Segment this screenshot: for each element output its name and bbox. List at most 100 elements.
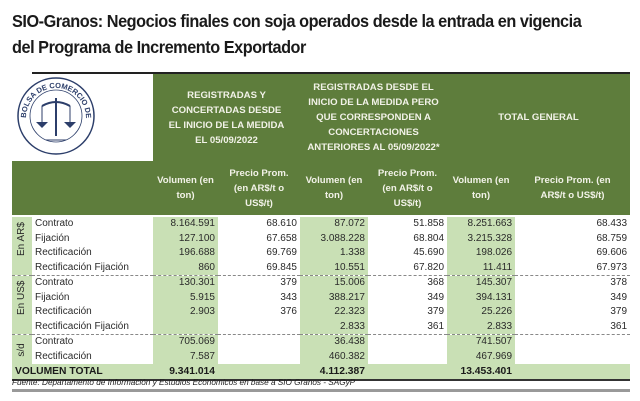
row-label: Contrato — [32, 275, 153, 291]
total-volume-1: 9.341.014 — [153, 364, 218, 381]
volume-registered: 7.587 — [153, 349, 218, 364]
volume-registered: 5.915 — [153, 290, 218, 305]
top-rule — [32, 72, 630, 74]
total-label: VOLUMEN TOTAL — [12, 364, 153, 381]
header-price-3: Precio Prom. (en AR$/t o US$/t) — [515, 161, 631, 215]
price-prior — [368, 349, 448, 364]
price-prior: 361 — [368, 319, 448, 335]
volume-total: 467.969 — [447, 349, 516, 364]
header-price-2: Precio Prom. (en AR$/t o US$/t) — [368, 161, 448, 215]
price-registered — [218, 349, 300, 364]
volume-registered — [153, 319, 218, 335]
volume-registered: 127.100 — [153, 231, 218, 246]
row-label: Rectificación — [32, 349, 153, 364]
currency-group-label: En US$ — [12, 275, 32, 335]
volume-prior: 388.217 — [300, 290, 368, 305]
source-note: Fuente: Departamento de Información y Es… — [12, 378, 630, 392]
row-label: Rectificación Fijación — [32, 319, 153, 335]
volume-total: 11.411 — [447, 260, 516, 276]
price-total: 69.606 — [515, 246, 631, 261]
price-registered: 67.658 — [218, 231, 300, 246]
header-price-1: Precio Prom. (en AR$/t o US$/t) — [218, 161, 300, 215]
header-volume-2: Volumen (en ton) — [300, 161, 368, 215]
price-registered: 376 — [218, 305, 300, 320]
row-label: Rectificación — [32, 246, 153, 261]
logo-cell: BOLSA DE COMERCIO DE ROSARIO — [12, 74, 153, 161]
volume-total: 741.507 — [447, 334, 516, 350]
currency-group-text: En US$ — [16, 280, 27, 315]
price-total — [515, 334, 631, 350]
header-group-registered-prior: REGISTRADAS DESDE EL INICIO DE LA MEDIDA… — [300, 74, 448, 161]
price-prior: 45.690 — [368, 246, 448, 261]
table-row: Fijación 5.915 343 388.217 349 394.131 349 — [12, 290, 631, 305]
soy-deals-table: BOLSA DE COMERCIO DE ROSARIO REGISTRADAS… — [12, 74, 631, 381]
price-total: 68.433 — [515, 217, 631, 232]
price-prior: 51.858 — [368, 217, 448, 232]
volume-prior: 1.338 — [300, 246, 368, 261]
table-row: Rectificación Fijación 2.833 361 2.833 361 — [12, 319, 631, 335]
price-prior: 379 — [368, 305, 448, 320]
volume-prior: 15.006 — [300, 275, 368, 291]
row-label: Contrato — [32, 217, 153, 232]
volume-registered: 130.301 — [153, 275, 218, 291]
row-label: Fijación — [32, 290, 153, 305]
price-total: 361 — [515, 319, 631, 335]
price-prior: 68.804 — [368, 231, 448, 246]
volume-total: 198.026 — [447, 246, 516, 261]
header-group-registered-concerted: REGISTRADAS Y CONCERTADAS DESDE EL INICI… — [153, 74, 300, 161]
volume-prior: 10.551 — [300, 260, 368, 276]
currency-group-text: En AR$ — [16, 222, 27, 256]
price-prior: 349 — [368, 290, 448, 305]
header-volume-1: Volumen (en ton) — [153, 161, 218, 215]
volume-total: 3.215.328 — [447, 231, 516, 246]
price-registered: 69.845 — [218, 260, 300, 276]
volume-registered: 196.688 — [153, 246, 218, 261]
price-total — [515, 349, 631, 364]
header-group-total: TOTAL GENERAL — [447, 74, 631, 161]
volume-registered: 705.069 — [153, 334, 218, 350]
total-volume-2: 4.112.387 — [300, 364, 368, 381]
row-label: Contrato — [32, 334, 153, 350]
currency-group-label: En AR$ — [12, 217, 32, 276]
total-row: VOLUMEN TOTAL 9.341.014 4.112.387 13.453… — [12, 364, 631, 381]
table-row: En US$ Contrato 130.301 379 15.006 368 145.307… — [12, 275, 631, 335]
price-prior: 368 — [368, 275, 448, 291]
bolsa-comercio-rosario-logo: BOLSA DE COMERCIO DE ROSARIO — [12, 74, 95, 155]
table-row: Fijación 127.100 67.658 3.088.228 68.804 3.21… — [12, 231, 631, 246]
price-registered: 379 — [218, 275, 300, 291]
table-row: En AR$ Contrato 8.164.591 68.610 87.072 51.85… — [12, 217, 631, 276]
volume-registered: 860 — [153, 260, 218, 276]
currency-group-label: s/d — [12, 334, 32, 364]
volume-total: 25.226 — [447, 305, 516, 320]
total-volume-3: 13.453.401 — [447, 364, 516, 381]
volume-registered: 8.164.591 — [153, 217, 218, 232]
price-total: 378 — [515, 275, 631, 291]
volume-prior: 36.438 — [300, 334, 368, 350]
price-prior: 67.820 — [368, 260, 448, 276]
volume-total: 394.131 — [447, 290, 516, 305]
row-label: Fijación — [32, 231, 153, 246]
table-row: Rectificación 196.688 69.769 1.338 45.690 198… — [12, 246, 631, 261]
header-volume-3: Volumen (en ton) — [447, 161, 516, 215]
price-registered — [218, 334, 300, 350]
price-registered: 68.610 — [218, 217, 300, 232]
row-label: Rectificación Fijación — [32, 260, 153, 276]
volume-prior: 460.382 — [300, 349, 368, 364]
table-row: Rectificación 7.587 460.382 467.969 — [12, 349, 631, 364]
price-prior — [368, 334, 448, 350]
price-total: 67.973 — [515, 260, 631, 276]
volume-total: 2.833 — [447, 319, 516, 335]
price-total: 68.759 — [515, 231, 631, 246]
row-label: Rectificación — [32, 305, 153, 320]
table-row: s/d Contrato 705.069 36.438 741.507 — [12, 334, 631, 364]
price-registered: 343 — [218, 290, 300, 305]
volume-prior: 3.088.228 — [300, 231, 368, 246]
table-row: Rectificación Fijación 860 69.845 10.551 67.… — [12, 260, 631, 276]
volume-total: 145.307 — [447, 275, 516, 291]
volume-total: 8.251.663 — [447, 217, 516, 232]
volume-prior: 22.323 — [300, 305, 368, 320]
volume-prior: 2.833 — [300, 319, 368, 335]
currency-group-text: s/d — [16, 342, 27, 357]
price-registered — [218, 319, 300, 335]
volume-registered: 2.903 — [153, 305, 218, 320]
